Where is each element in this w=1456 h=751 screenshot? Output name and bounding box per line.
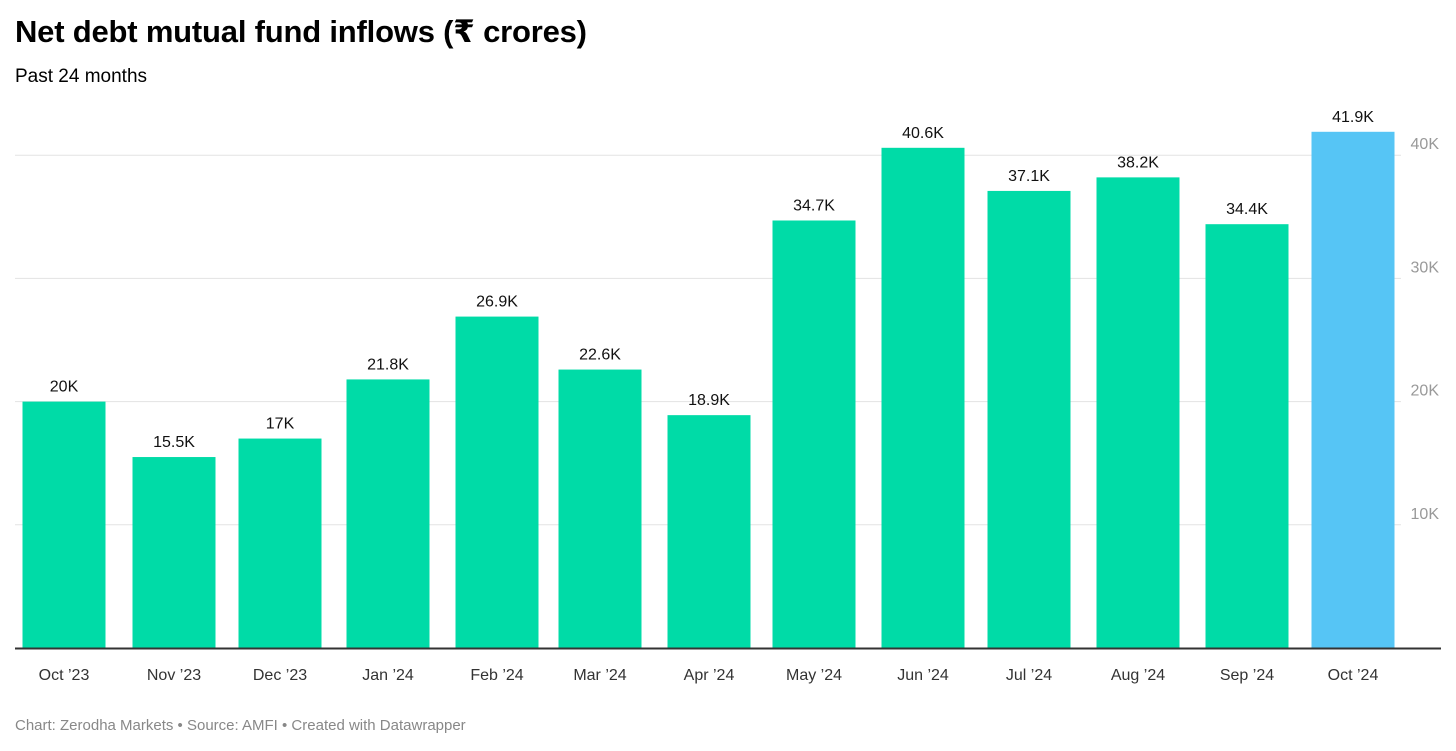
bar-value-label: 20K — [50, 379, 79, 396]
y-tick-label: 40K — [1411, 136, 1440, 153]
bar — [238, 438, 322, 648]
y-axis-ticks: 10K 20K 30K 40K — [1411, 136, 1440, 523]
bar — [132, 457, 216, 648]
y-tick-label: 30K — [1411, 259, 1440, 276]
x-tick-label: Jul ’24 — [1006, 667, 1052, 684]
bar-value-label: 17K — [266, 416, 295, 433]
bar-value-label: 34.7K — [793, 197, 835, 214]
y-tick-label: 20K — [1411, 383, 1440, 400]
bar — [987, 190, 1071, 649]
x-tick-label: Jan ’24 — [362, 667, 414, 684]
x-tick-label: Mar ’24 — [573, 667, 626, 684]
bar — [1205, 224, 1289, 648]
bar — [22, 401, 106, 648]
bar-value-label: 18.9K — [688, 392, 730, 409]
bar-value-label: 41.9K — [1332, 109, 1374, 126]
bar — [455, 316, 539, 648]
x-tick-label: Jun ’24 — [897, 667, 949, 684]
x-tick-label: Sep ’24 — [1220, 667, 1274, 684]
bar-value-label: 15.5K — [153, 434, 195, 451]
x-tick-label: Dec ’23 — [253, 667, 307, 684]
x-tick-label: Feb ’24 — [470, 667, 523, 684]
y-tick-label: 10K — [1411, 506, 1440, 523]
bar-value-label: 26.9K — [476, 294, 518, 311]
bar-value-label: 38.2K — [1117, 154, 1159, 171]
bars — [22, 131, 1395, 649]
bar-value-label: 21.8K — [367, 356, 409, 373]
bar — [772, 220, 856, 648]
chart-subtitle: Past 24 months — [15, 66, 148, 87]
chart-footer: Chart: Zerodha Markets • Source: AMFI • … — [15, 717, 466, 734]
bar-value-label: 37.1K — [1008, 168, 1050, 185]
bar-value-label: 22.6K — [579, 347, 621, 364]
x-axis-ticks: Oct ’23 Nov ’23 Dec ’23 Jan ’24 Feb ’24 Mar ’… — [39, 667, 1379, 684]
bar-value-label: 40.6K — [902, 125, 944, 142]
x-tick-label: Aug ’24 — [1111, 667, 1165, 684]
x-tick-label: Nov ’23 — [147, 667, 201, 684]
bar — [1311, 131, 1395, 649]
x-tick-label: Oct ’24 — [1328, 667, 1379, 684]
x-tick-label: Oct ’23 — [39, 667, 90, 684]
x-tick-label: May ’24 — [786, 667, 842, 684]
bar-value-label: 34.4K — [1226, 201, 1268, 218]
bar — [881, 147, 965, 649]
bar — [667, 415, 751, 648]
bar-value-labels: 20K 15.5K 17K 21.8K 26.9K 22.6K 18.9K 34.7K 40.6… — [50, 109, 1374, 451]
bar — [558, 369, 642, 648]
bar — [346, 379, 430, 648]
bar — [1096, 177, 1180, 648]
chart-title: Net debt mutual fund inflows (₹ crores) — [15, 14, 587, 49]
x-tick-label: Apr ’24 — [684, 667, 735, 684]
